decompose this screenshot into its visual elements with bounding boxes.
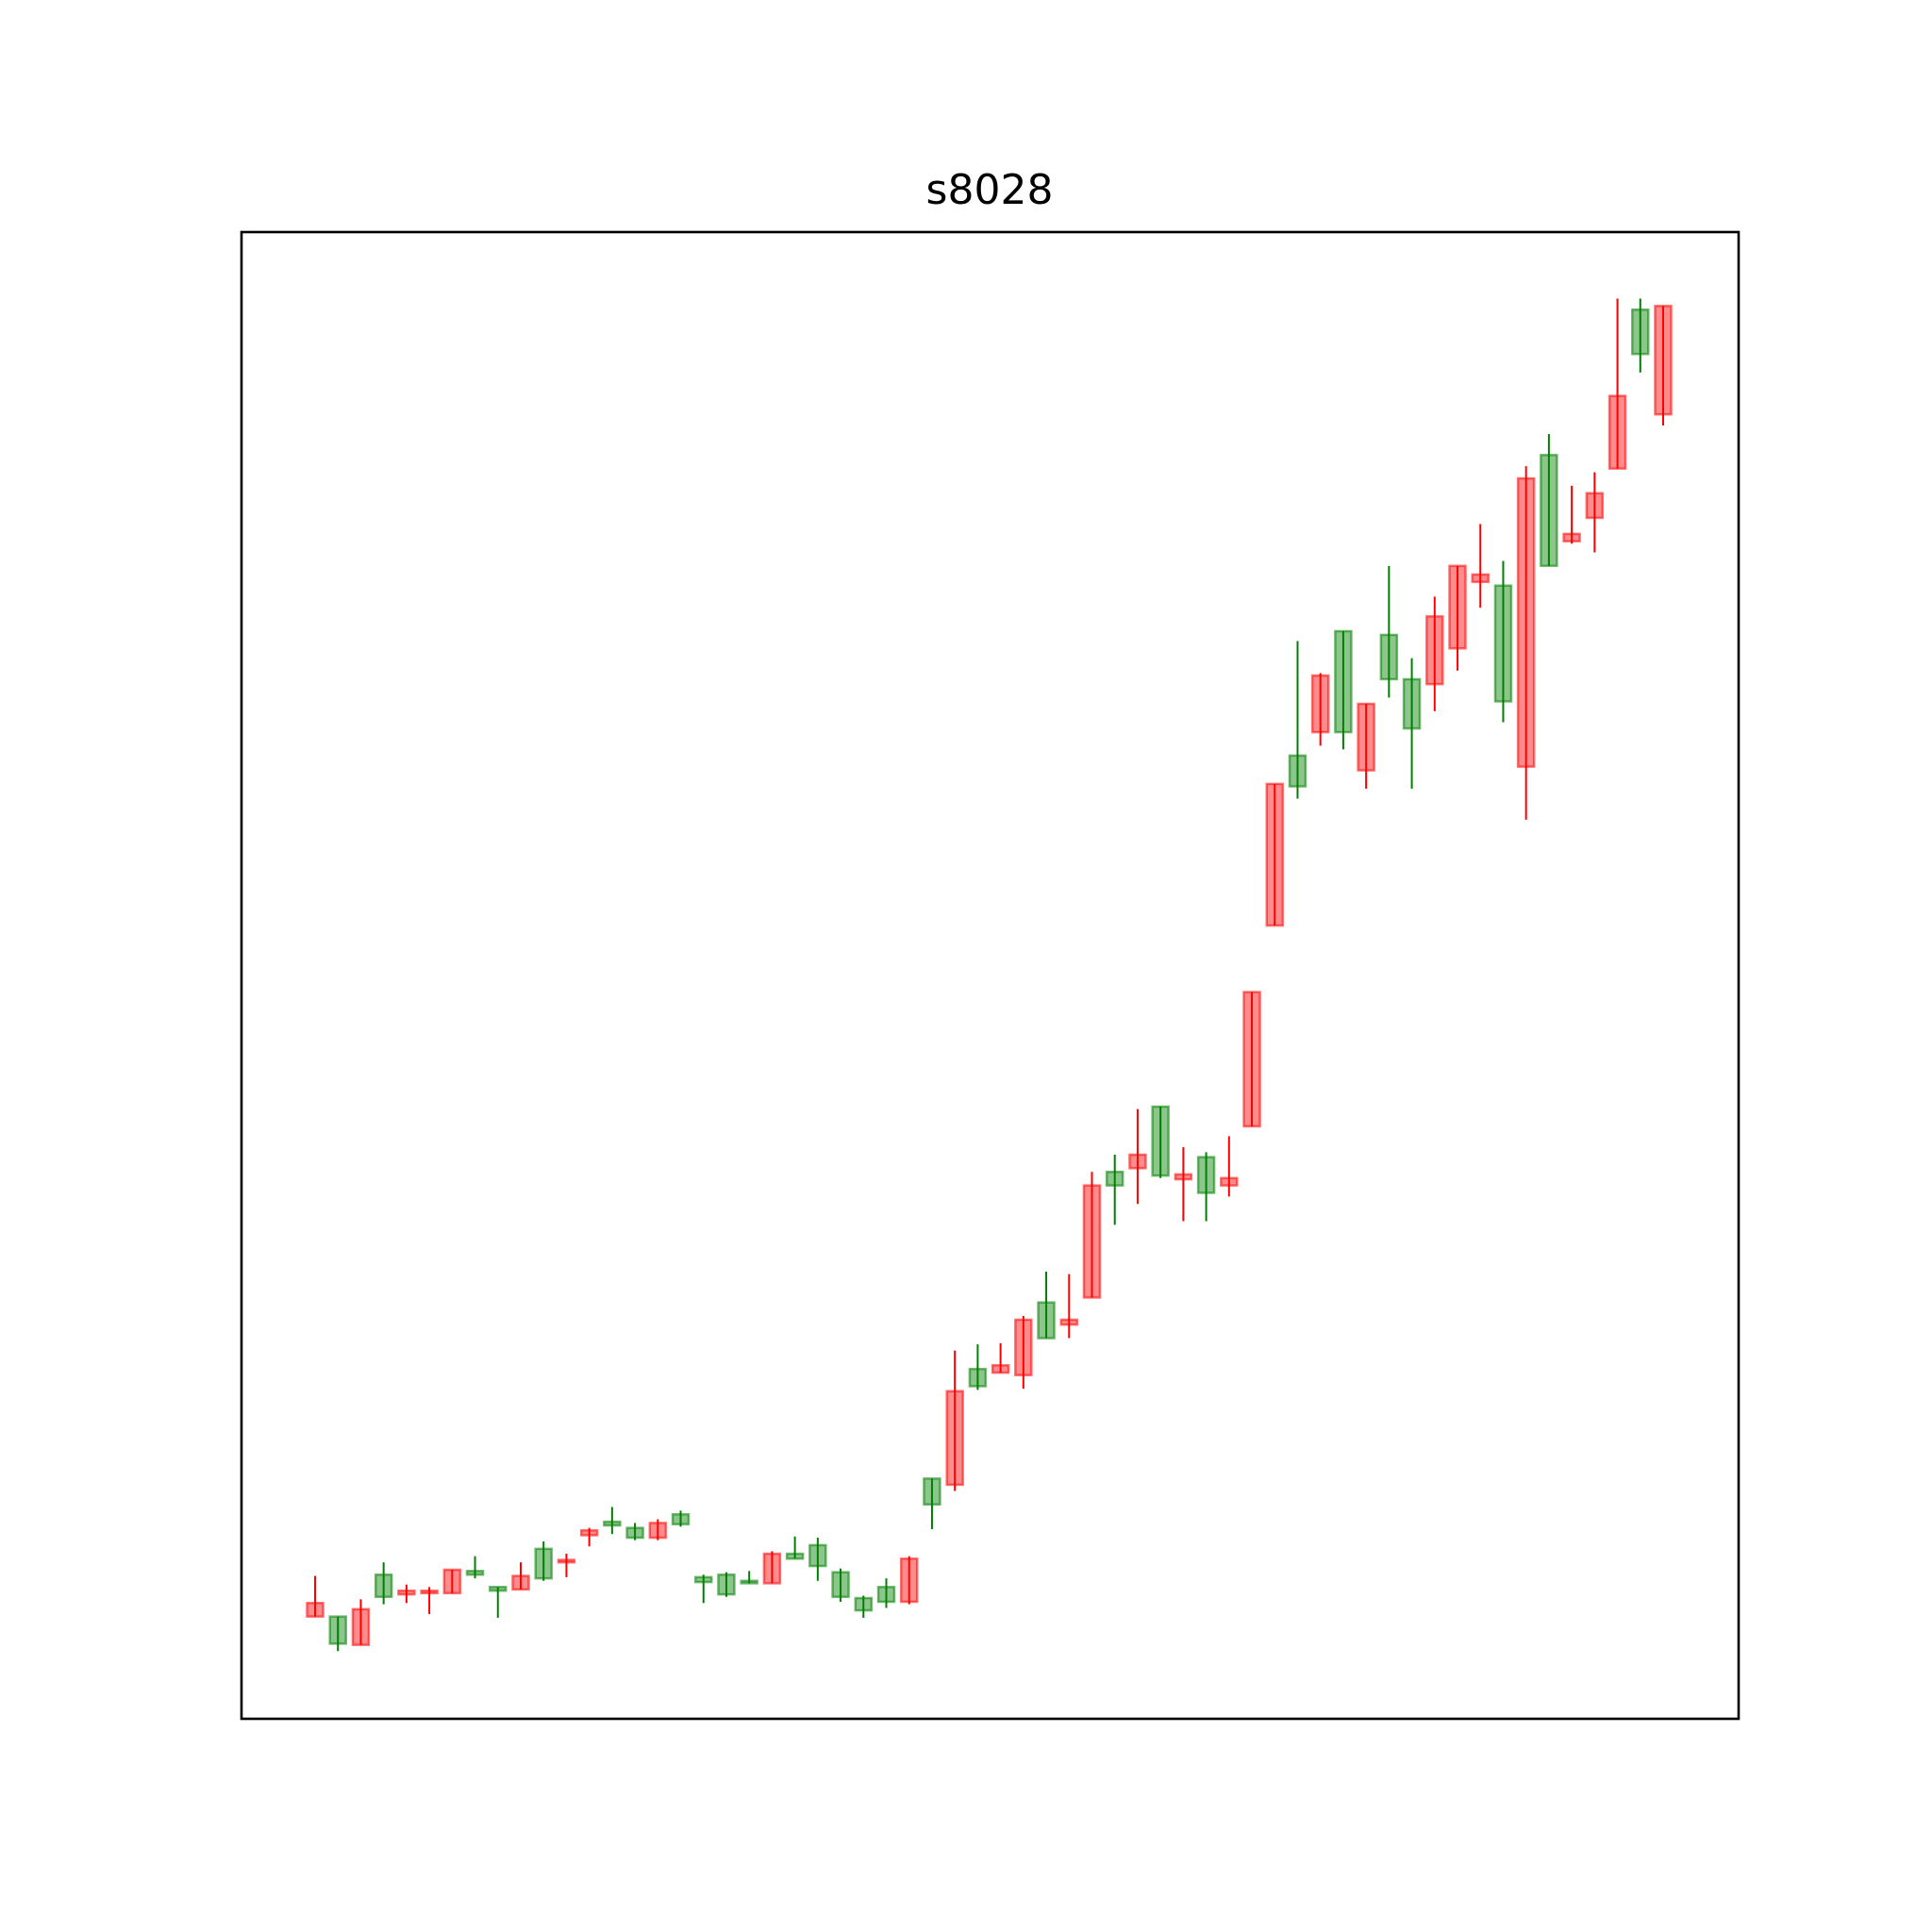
- candle-body: [534, 1547, 553, 1580]
- candle-body: [1014, 1318, 1033, 1376]
- candle-body: [603, 1520, 622, 1527]
- candle-body: [762, 1552, 782, 1585]
- candle-body: [1379, 633, 1399, 681]
- candle-body: [1151, 1105, 1170, 1177]
- candle-body: [1425, 615, 1444, 686]
- candle-body: [328, 1615, 347, 1645]
- candle-body: [1128, 1153, 1147, 1170]
- candle-body: [1631, 308, 1650, 356]
- candle-body: [511, 1574, 530, 1591]
- candle-body: [351, 1607, 371, 1646]
- plot-frame: [240, 230, 1740, 1721]
- candle-body: [1357, 702, 1375, 772]
- candle-body: [1402, 677, 1422, 730]
- candle-body: [397, 1589, 416, 1596]
- candle-body: [420, 1589, 439, 1595]
- candle-body: [1082, 1184, 1102, 1299]
- candle-body: [808, 1543, 827, 1568]
- candle-body: [1654, 305, 1673, 416]
- candle-body: [1516, 476, 1536, 768]
- candle-body: [785, 1552, 805, 1560]
- candle-body: [1037, 1301, 1056, 1340]
- candle-body: [625, 1526, 644, 1540]
- candle-body: [1540, 454, 1558, 568]
- candle-body: [991, 1364, 1010, 1374]
- candle-body: [1471, 573, 1490, 584]
- candle-body: [374, 1573, 393, 1598]
- candle-body: [831, 1571, 850, 1598]
- candle-body: [579, 1528, 599, 1537]
- candle-body: [557, 1558, 576, 1564]
- candle-body: [968, 1367, 988, 1388]
- candle-body: [854, 1596, 874, 1612]
- candle-body: [945, 1390, 964, 1487]
- candle-body: [1220, 1176, 1239, 1187]
- candle-body: [306, 1602, 325, 1618]
- candle-body: [1448, 564, 1467, 650]
- candle-body: [489, 1586, 508, 1592]
- candle-body: [1288, 754, 1307, 788]
- candle-body: [1493, 584, 1513, 703]
- candle-body: [923, 1477, 941, 1507]
- chart-title: s8028: [926, 166, 1054, 214]
- candle-body: [693, 1575, 713, 1584]
- candle-body: [442, 1568, 462, 1595]
- candle-body: [1242, 991, 1261, 1128]
- candle-body: [876, 1586, 896, 1604]
- candle-body: [648, 1522, 668, 1540]
- candle-body: [1334, 629, 1353, 734]
- candle-body: [1174, 1173, 1193, 1181]
- candle-body: [1562, 532, 1581, 542]
- candle-body: [1607, 394, 1627, 470]
- candle-body: [899, 1557, 919, 1604]
- candle-body: [1585, 491, 1605, 520]
- candle-body: [465, 1570, 485, 1576]
- candle-body: [671, 1513, 691, 1525]
- candle-body: [1196, 1156, 1216, 1194]
- candle-body: [1059, 1318, 1079, 1326]
- candle-body: [717, 1573, 736, 1596]
- candle-body: [740, 1579, 758, 1585]
- candle-body: [1105, 1171, 1124, 1187]
- candle-body: [1265, 782, 1285, 927]
- candle-body: [1310, 674, 1330, 734]
